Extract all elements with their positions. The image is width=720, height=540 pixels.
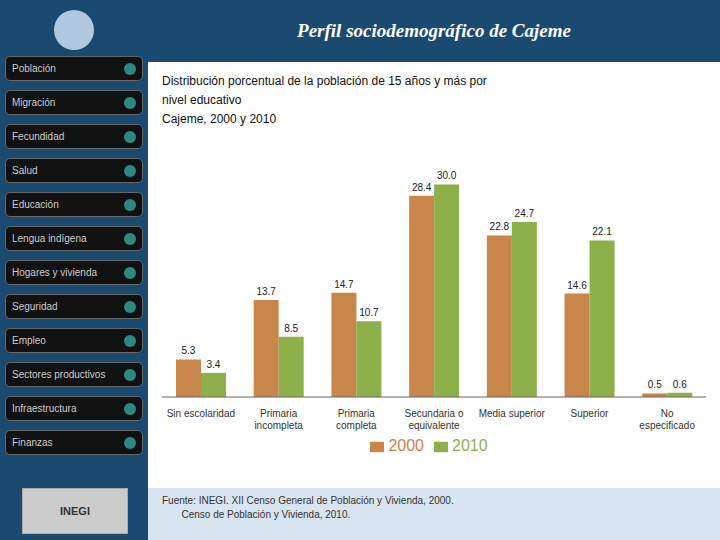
svg-text:8.5: 8.5 bbox=[284, 323, 298, 334]
html-text:Cajeme, 2000 y 2010: Cajeme, 2000 y 2010 bbox=[162, 112, 277, 126]
svg-text:14.7: 14.7 bbox=[334, 279, 354, 290]
html-text:INEGI: INEGI bbox=[60, 505, 90, 517]
svg-text:24.7: 24.7 bbox=[515, 208, 535, 219]
svg-text:13.7: 13.7 bbox=[256, 286, 276, 297]
html-text:2000: 2000 bbox=[388, 437, 424, 454]
svg-text:30.0: 30.0 bbox=[437, 170, 457, 181]
svg-text:Media superior: Media superior bbox=[479, 408, 546, 419]
html-text:Sectores productivos: Sectores productivos bbox=[12, 369, 106, 380]
html-text:Finanzas: Finanzas bbox=[12, 437, 53, 448]
svg-text:10.7: 10.7 bbox=[359, 307, 379, 318]
html-text:2010: 2010 bbox=[452, 437, 488, 454]
svg-text:14.6: 14.6 bbox=[567, 280, 587, 291]
html-text:Salud: Salud bbox=[12, 165, 38, 176]
svg-text:28.4: 28.4 bbox=[412, 182, 432, 193]
svg-text:0.6: 0.6 bbox=[673, 379, 687, 390]
svg-text:Secundaria oequivalente: Secundaria oequivalente bbox=[405, 408, 464, 431]
svg-text:Superior: Superior bbox=[571, 408, 609, 419]
svg-text:Primariaincompleta: Primariaincompleta bbox=[254, 408, 303, 431]
html-text:Distribución porcentual de la: Distribución porcentual de la población … bbox=[162, 74, 487, 88]
html-text:Infraestructura: Infraestructura bbox=[12, 403, 77, 414]
svg-text:0.5: 0.5 bbox=[648, 379, 662, 390]
html-text:Fuente: INEGI. XII Censo Gener: Fuente: INEGI. XII Censo General de Pobl… bbox=[162, 495, 454, 506]
svg-text:5.3: 5.3 bbox=[182, 345, 196, 356]
svg-text:Sin escolaridad: Sin escolaridad bbox=[167, 408, 235, 419]
html-text:Población: Población bbox=[12, 63, 56, 74]
html-text:Seguridad: Seguridad bbox=[12, 301, 58, 312]
html-text:nivel educativo: nivel educativo bbox=[162, 93, 242, 107]
svg-text:Noespecificado: Noespecificado bbox=[639, 408, 695, 431]
html-text:Fecundidad: Fecundidad bbox=[12, 131, 65, 142]
html-text:Lengua indígena: Lengua indígena bbox=[12, 233, 87, 244]
html-text:Empleo: Empleo bbox=[12, 335, 46, 346]
html-text:Perfil sociodemográfico de Caj: Perfil sociodemográfico de Cajeme bbox=[297, 20, 571, 41]
svg-text:22.1: 22.1 bbox=[592, 226, 612, 237]
html-text:Educación: Educación bbox=[12, 199, 59, 210]
html-text:Migración: Migración bbox=[12, 97, 56, 108]
svg-text:22.8: 22.8 bbox=[490, 221, 510, 232]
svg-text:3.4: 3.4 bbox=[207, 359, 221, 370]
html-text:Hogares y vivienda: Hogares y vivienda bbox=[12, 267, 97, 278]
svg-text:Primariacompleta: Primariacompleta bbox=[336, 408, 377, 431]
html-text:Censo de Población y Vivienda,: Censo de Población y Vivienda, 2010. bbox=[162, 509, 351, 520]
